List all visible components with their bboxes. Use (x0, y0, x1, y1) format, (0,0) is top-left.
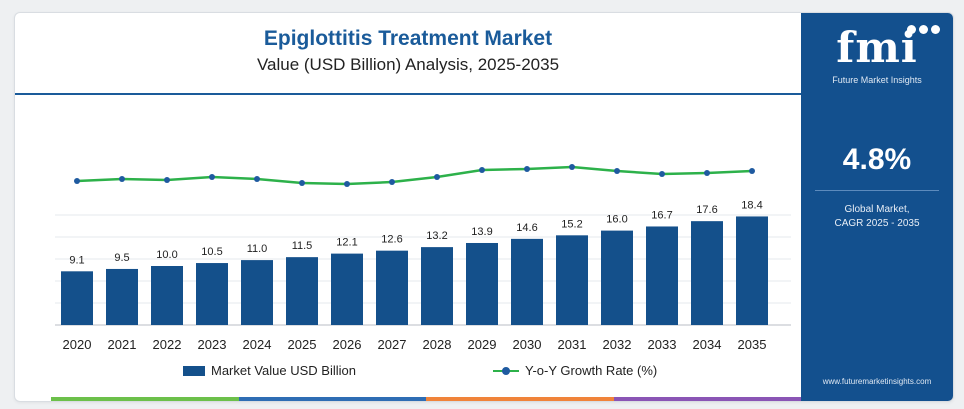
x-tick-label-2034: 2034 (693, 337, 722, 352)
x-tick-label-2026: 2026 (333, 337, 362, 352)
bar-line-chart: 9.1 2020 9.5 2021 10.0 2022 10.5 2023 11.0 2024 11… (55, 164, 791, 352)
x-tick-label-2020: 2020 (63, 337, 92, 352)
bar-value-label-2026: 12.1 (336, 237, 357, 249)
x-tick-label-2035: 2035 (738, 337, 767, 352)
growth-point-2021 (119, 176, 125, 182)
logo-dots-icon (907, 25, 940, 34)
growth-point-2023 (209, 174, 215, 180)
growth-point-2020 (74, 178, 80, 184)
growth-point-2029 (479, 167, 485, 173)
bar-2023 (196, 263, 228, 325)
bar-value-label-2031: 15.2 (561, 218, 582, 230)
x-tick-label-2024: 2024 (243, 337, 272, 352)
growth-point-2031 (569, 164, 575, 170)
cagr-label-line1: Global Market, (844, 204, 910, 215)
bar-value-label-2032: 16.0 (606, 214, 627, 226)
bar-2028 (421, 247, 453, 325)
legend-label-market-value: Market Value USD Billion (211, 363, 356, 378)
cagr-value: 4.8% (842, 143, 912, 176)
bar-2024 (241, 260, 273, 325)
bar-value-label-2020: 9.1 (69, 254, 84, 266)
growth-rate-line (76, 165, 753, 186)
growth-point-2024 (254, 176, 260, 182)
bar-2035 (736, 216, 768, 325)
bar-value-label-2030: 14.6 (516, 222, 537, 234)
growth-point-2028 (434, 174, 440, 180)
x-tick-label-2028: 2028 (423, 337, 452, 352)
growth-point-2034 (704, 170, 710, 176)
bar-2025 (286, 257, 318, 325)
growth-point-2025 (299, 180, 305, 186)
x-tick-label-2023: 2023 (198, 337, 227, 352)
chart-legend: Market Value USD Billion Y-o-Y Growth Ra… (15, 363, 801, 383)
growth-point-2027 (389, 179, 395, 185)
legend-item-market-value: Market Value USD Billion (183, 363, 356, 378)
stripe-blue (238, 397, 426, 401)
bar-value-label-2023: 10.5 (201, 246, 222, 258)
logo-subtitle: Future Market Insights (832, 75, 922, 85)
stripe-green (51, 397, 239, 401)
bar-2022 (151, 266, 183, 325)
header-divider (15, 93, 801, 95)
bar-value-label-2033: 16.7 (651, 209, 672, 221)
bar-2020 (61, 271, 93, 325)
x-tick-label-2030: 2030 (513, 337, 542, 352)
growth-point-2030 (524, 166, 530, 172)
x-tick-label-2025: 2025 (288, 337, 317, 352)
bar-value-label-2028: 13.2 (426, 230, 447, 242)
decorative-color-stripe (51, 397, 801, 401)
legend-label-growth-rate: Y-o-Y Growth Rate (%) (525, 363, 658, 378)
sidebar-panel: fmi Future Market Insights 4.8% Global M… (801, 13, 953, 401)
bar-value-label-2024: 11.0 (247, 243, 268, 255)
growth-point-2033 (659, 171, 665, 177)
x-tick-label-2029: 2029 (468, 337, 497, 352)
bar-2021 (106, 268, 138, 325)
x-tick-label-2021: 2021 (108, 337, 137, 352)
bar-value-label-2027: 12.6 (381, 234, 402, 246)
bar-value-label-2022: 10.0 (156, 249, 177, 261)
chart-title: Epiglottitis Treatment Market (263, 27, 553, 50)
bar-value-label-2035: 18.4 (741, 199, 762, 211)
bar-value-label-2021: 9.5 (114, 252, 129, 264)
x-tick-label-2031: 2031 (558, 337, 587, 352)
bar-2030 (511, 238, 543, 325)
growth-point-2022 (164, 177, 170, 183)
bar-2032 (601, 230, 633, 325)
bar-value-label-2034: 17.6 (696, 204, 717, 216)
growth-point-2035 (749, 168, 755, 174)
cagr-label-line2: CAGR 2025 - 2035 (834, 218, 920, 229)
legend-item-growth-rate: Y-o-Y Growth Rate (%) (493, 363, 657, 378)
x-tick-label-2033: 2033 (648, 337, 677, 352)
legend-bar-swatch (183, 365, 205, 376)
cagr-label: Global Market, CAGR 2025 - 2035 (801, 203, 953, 231)
growth-point-2032 (614, 168, 620, 174)
bar-2033 (646, 226, 678, 325)
x-tick-label-2032: 2032 (603, 337, 632, 352)
x-tick-label-2022: 2022 (153, 337, 182, 352)
x-tick-label-2027: 2027 (378, 337, 407, 352)
legend-line-swatch (493, 366, 519, 376)
chart-card: Epiglottitis Treatment Market Value (USD… (14, 12, 954, 402)
growth-point-2026 (344, 181, 350, 187)
stripe-purple (613, 397, 801, 401)
bar-2027 (376, 250, 408, 325)
sidebar-divider (815, 190, 939, 191)
fmi-logo: fmi (836, 23, 918, 72)
bar-2031 (556, 235, 588, 325)
bar-value-label-2029: 13.9 (471, 226, 492, 238)
bar-2034 (691, 221, 723, 325)
bar-2026 (331, 253, 363, 325)
chart-subtitle: Value (USD Billion) Analysis, 2025-2035 (256, 55, 560, 74)
bar-2029 (466, 242, 498, 325)
stripe-orange (426, 397, 614, 401)
bar-value-label-2025: 11.5 (292, 240, 313, 252)
website-url: www.futuremarketinsights.com (822, 377, 932, 386)
